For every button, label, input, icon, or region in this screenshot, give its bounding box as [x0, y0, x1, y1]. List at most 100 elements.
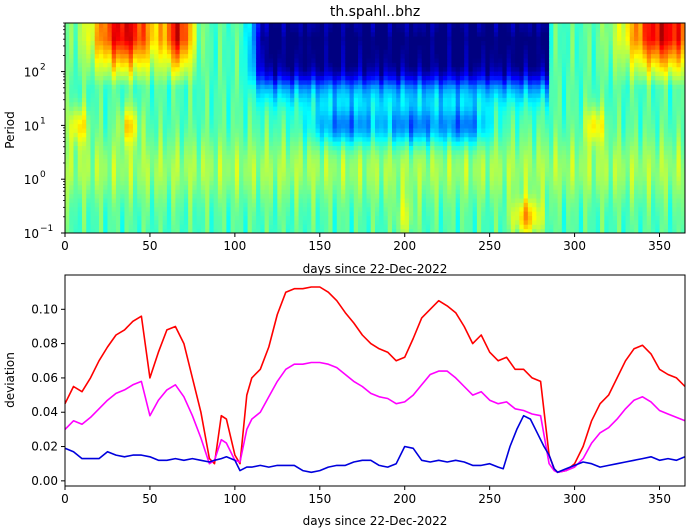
- heatmap-cell: [328, 215, 334, 221]
- heatmap-cell: [464, 211, 469, 216]
- heatmap-cell: [277, 101, 283, 107]
- heatmap-cell: [132, 171, 138, 177]
- heatmap-cell: [468, 23, 474, 28]
- heatmap-cell: [336, 171, 342, 177]
- heatmap-cell: [234, 228, 240, 234]
- heatmap-cell: [222, 49, 227, 55]
- heatmap-cell: [205, 136, 210, 142]
- heatmap-cell: [370, 123, 376, 129]
- heatmap-cell: [268, 97, 274, 103]
- heatmap-cell: [366, 193, 372, 199]
- heatmap-cell: [298, 75, 304, 81]
- heatmap-cell: [175, 23, 181, 28]
- heatmap-cell: [366, 106, 372, 111]
- heatmap-cell: [485, 49, 491, 55]
- heatmap-cell: [332, 149, 338, 155]
- heatmap-cell: [273, 158, 278, 164]
- heatmap-cell: [98, 27, 104, 33]
- heatmap-cell: [438, 167, 444, 173]
- heatmap-cell: [506, 211, 512, 216]
- heatmap-cell: [65, 106, 70, 111]
- heatmap-cell: [294, 145, 300, 151]
- heatmap-cell: [502, 136, 508, 142]
- heatmap-cell: [285, 93, 291, 98]
- heatmap-cell: [345, 215, 351, 221]
- heatmap-cell: [196, 53, 202, 59]
- heatmap-cell: [464, 110, 469, 116]
- heatmap-cell: [175, 176, 181, 181]
- heatmap-cell: [264, 119, 270, 125]
- heatmap-cell: [481, 88, 486, 94]
- heatmap-cell: [417, 36, 423, 41]
- heatmap-cell: [425, 49, 431, 55]
- heatmap-cell: [425, 97, 431, 103]
- heatmap-cell: [65, 132, 70, 138]
- heatmap-cell: [345, 193, 351, 199]
- heatmap-cell: [413, 145, 418, 151]
- heatmap-cell: [345, 158, 351, 164]
- heatmap-cell: [192, 106, 198, 111]
- heatmap-cell: [438, 224, 444, 230]
- heatmap-cell: [179, 171, 185, 177]
- heatmap-cell: [209, 128, 215, 133]
- heatmap-cell: [268, 84, 274, 90]
- heatmap-cell: [277, 53, 283, 59]
- heatmap-cell: [90, 163, 96, 168]
- heatmap-cell: [115, 110, 121, 116]
- heatmap-cell: [137, 110, 142, 116]
- heatmap-cell: [421, 189, 427, 195]
- heatmap-cell: [120, 101, 125, 107]
- heatmap-cell: [366, 119, 372, 125]
- heatmap-cell: [319, 93, 325, 98]
- heatmap-cell: [65, 114, 70, 120]
- heatmap-cell: [391, 163, 397, 168]
- heatmap-cell: [154, 110, 159, 116]
- heatmap-cell: [324, 71, 329, 76]
- heatmap-cell: [273, 184, 278, 190]
- heatmap-cell: [493, 228, 499, 234]
- heatmap-cell: [315, 58, 321, 63]
- heatmap-cell: [391, 184, 397, 190]
- heatmap-cell: [285, 27, 291, 33]
- heatmap-cell: [438, 119, 444, 125]
- heatmap-cell: [328, 211, 334, 216]
- heatmap-cell: [145, 58, 151, 63]
- heatmap-cell: [281, 228, 287, 234]
- heatmap-cell: [366, 110, 372, 116]
- heatmap-cell: [353, 71, 359, 76]
- heatmap-cell: [120, 198, 125, 203]
- heatmap-cell: [171, 44, 176, 50]
- heatmap-cell: [149, 71, 155, 76]
- heatmap-cell: [179, 97, 185, 103]
- heatmap-cell: [103, 106, 108, 111]
- heatmap-cell: [260, 228, 266, 234]
- heatmap-cell: [247, 176, 253, 181]
- heatmap-cell: [192, 224, 198, 230]
- heatmap-cell: [183, 71, 189, 76]
- heatmap-cell: [459, 167, 465, 173]
- heatmap-cell: [319, 27, 325, 33]
- heatmap-cell: [243, 62, 249, 68]
- heatmap-cell: [162, 219, 168, 225]
- heatmap-cell: [69, 132, 74, 138]
- heatmap-cell: [387, 149, 393, 155]
- heatmap-cell: [290, 101, 295, 107]
- heatmap-cell: [328, 53, 334, 59]
- heatmap-cell: [94, 163, 100, 168]
- heatmap-cell: [383, 101, 389, 107]
- heatmap-cell: [311, 93, 317, 98]
- heatmap-cell: [226, 176, 232, 181]
- heatmap-cell: [362, 206, 368, 212]
- heatmap-cell: [234, 215, 240, 221]
- heatmap-cell: [311, 31, 317, 37]
- heatmap-cell: [230, 110, 236, 116]
- heatmap-cell: [103, 141, 108, 146]
- heatmap-cell: [171, 101, 176, 107]
- heatmap-cell: [485, 198, 491, 203]
- heatmap-cell: [425, 206, 431, 212]
- heatmap-cell: [434, 211, 440, 216]
- heatmap-cell: [192, 202, 198, 208]
- heatmap-cell: [128, 141, 134, 146]
- heatmap-cell: [498, 224, 503, 230]
- heatmap-cell: [268, 132, 274, 138]
